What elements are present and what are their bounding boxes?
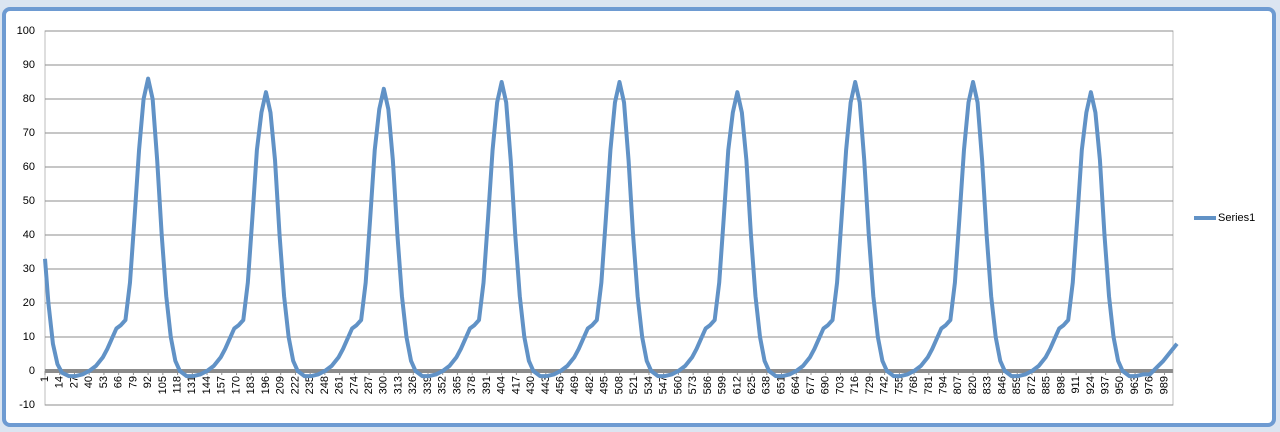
- x-tick-label: 482: [584, 376, 596, 394]
- x-tick-label: 807: [952, 376, 964, 394]
- x-tick-label: 625: [746, 376, 758, 394]
- x-tick-label: 118: [171, 376, 183, 394]
- x-tick-label: 469: [569, 376, 581, 394]
- x-tick-label: 443: [540, 376, 552, 394]
- x-tick-label: 495: [599, 376, 611, 394]
- x-tick-label: 27: [68, 376, 80, 388]
- x-tick-label: 612: [731, 376, 743, 394]
- x-tick-label: 872: [1026, 376, 1038, 394]
- y-tick-label: 80: [23, 93, 35, 105]
- x-tick-label: 66: [113, 376, 125, 388]
- y-tick-label: 0: [29, 365, 35, 377]
- x-tick-label: 53: [98, 376, 110, 388]
- y-tick-label: 60: [23, 161, 35, 173]
- x-tick-label: 326: [407, 376, 419, 394]
- x-tick-label: 404: [496, 376, 508, 394]
- y-tick-label: 50: [23, 195, 35, 207]
- x-tick-label: 1: [39, 376, 51, 382]
- x-tick-label: 105: [157, 376, 169, 394]
- y-tick-label: 20: [23, 297, 35, 309]
- y-tick-label: 70: [23, 127, 35, 139]
- y-tick-label: -10: [19, 399, 35, 411]
- x-tick-label: 703: [834, 376, 846, 394]
- x-tick-label: 378: [466, 376, 478, 394]
- x-tick-label: 729: [864, 376, 876, 394]
- x-tick-label: 521: [628, 376, 640, 394]
- x-tick-label: 755: [893, 376, 905, 394]
- x-tick-label: 924: [1085, 376, 1097, 394]
- x-tick-label: 274: [348, 376, 360, 394]
- x-tick-label: 534: [643, 376, 655, 394]
- x-tick-label: 170: [230, 376, 242, 394]
- y-tick-label: 30: [23, 263, 35, 275]
- x-tick-label: 833: [982, 376, 994, 394]
- x-tick-label: 859: [1011, 376, 1023, 394]
- x-tick-label: 131: [186, 376, 198, 394]
- x-tick-label: 677: [805, 376, 817, 394]
- x-tick-label: 664: [790, 376, 802, 394]
- x-tick-label: 547: [658, 376, 670, 394]
- y-tick-label: 40: [23, 229, 35, 241]
- x-tick-label: 339: [422, 376, 434, 394]
- series-line: [43, 76, 1179, 379]
- x-tick-label: 573: [687, 376, 699, 394]
- x-tick-label: 196: [260, 376, 272, 394]
- x-tick-label: 560: [672, 376, 684, 394]
- x-tick-label: 40: [83, 376, 95, 388]
- x-tick-label: 989: [1158, 376, 1170, 394]
- x-tick-label: 352: [437, 376, 449, 394]
- x-tick-label: 417: [510, 376, 522, 394]
- x-tick-label: 261: [334, 376, 346, 394]
- x-tick-label: 794: [937, 376, 949, 394]
- chart-frame: [2, 7, 1276, 427]
- x-tick-label: 183: [245, 376, 257, 394]
- x-tick-label: 599: [717, 376, 729, 394]
- x-tick-label: 716: [849, 376, 861, 394]
- x-tick-label: 391: [481, 376, 493, 394]
- x-tick-label: 768: [908, 376, 920, 394]
- x-tick-label: 248: [319, 376, 331, 394]
- x-tick-label: 586: [702, 376, 714, 394]
- x-tick-label: 508: [613, 376, 625, 394]
- x-tick-label: 222: [289, 376, 301, 394]
- x-tick-label: 313: [392, 376, 404, 394]
- x-tick-label: 820: [967, 376, 979, 394]
- x-tick-label: 287: [363, 376, 375, 394]
- x-tick-label: 963: [1129, 376, 1141, 394]
- x-tick-label: 144: [201, 376, 213, 394]
- x-tick-label: 235: [304, 376, 316, 394]
- x-tick-label: 365: [451, 376, 463, 394]
- x-tick-label: 456: [554, 376, 566, 394]
- x-tick-label: 14: [54, 376, 66, 388]
- x-tick-label: 846: [996, 376, 1008, 394]
- x-tick-label: 742: [879, 376, 891, 394]
- legend-label: Series1: [1218, 212, 1255, 224]
- x-tick-label: 300: [378, 376, 390, 394]
- x-tick-label: 950: [1114, 376, 1126, 394]
- x-tick-label: 638: [761, 376, 773, 394]
- x-tick-label: 157: [216, 376, 228, 394]
- x-tick-label: 651: [775, 376, 787, 394]
- x-tick-label: 92: [142, 376, 154, 388]
- x-tick-label: 79: [127, 376, 139, 388]
- y-tick-label: 10: [23, 331, 35, 343]
- y-tick-label: 100: [17, 25, 35, 37]
- x-tick-label: 209: [275, 376, 287, 394]
- x-tick-label: 976: [1144, 376, 1156, 394]
- x-tick-label: 911: [1070, 376, 1082, 394]
- x-tick-label: 937: [1100, 376, 1112, 394]
- x-tick-label: 781: [923, 376, 935, 394]
- x-tick-label: 898: [1055, 376, 1067, 394]
- y-tick-label: 90: [23, 59, 35, 71]
- x-tick-label: 885: [1041, 376, 1053, 394]
- x-tick-label: 430: [525, 376, 537, 394]
- x-tick-label: 690: [820, 376, 832, 394]
